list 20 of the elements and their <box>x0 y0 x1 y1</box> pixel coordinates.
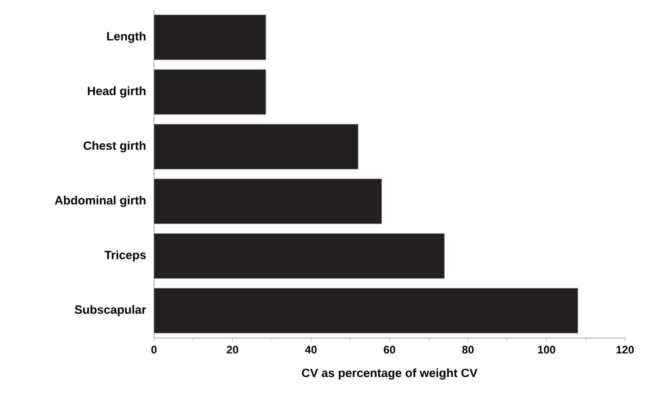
y-tick-label: Chest girth <box>84 141 146 152</box>
x-tick-label: 40 <box>305 346 317 354</box>
x-tick-label: 60 <box>384 346 396 354</box>
bar <box>154 288 578 334</box>
y-tick-label: Triceps <box>104 250 146 262</box>
bar <box>154 14 266 60</box>
bar <box>154 178 382 224</box>
y-tick-label: Subscapular <box>74 305 146 316</box>
y-tick-label: Head girth <box>88 86 146 98</box>
y-tick-label: Length <box>107 32 146 43</box>
x-tick-label: 80 <box>462 346 474 354</box>
y-tick-label: Abdominal girth <box>54 196 146 207</box>
bar <box>154 124 358 170</box>
x-tick-label: 0 <box>151 346 157 354</box>
x-tick-label: 120 <box>616 346 634 354</box>
x-axis-title: CV as percentage of weight CV <box>302 368 478 380</box>
x-tick-label: 100 <box>538 346 556 354</box>
bar <box>154 233 445 279</box>
x-tick-label: 20 <box>226 346 238 354</box>
bar <box>154 69 266 115</box>
